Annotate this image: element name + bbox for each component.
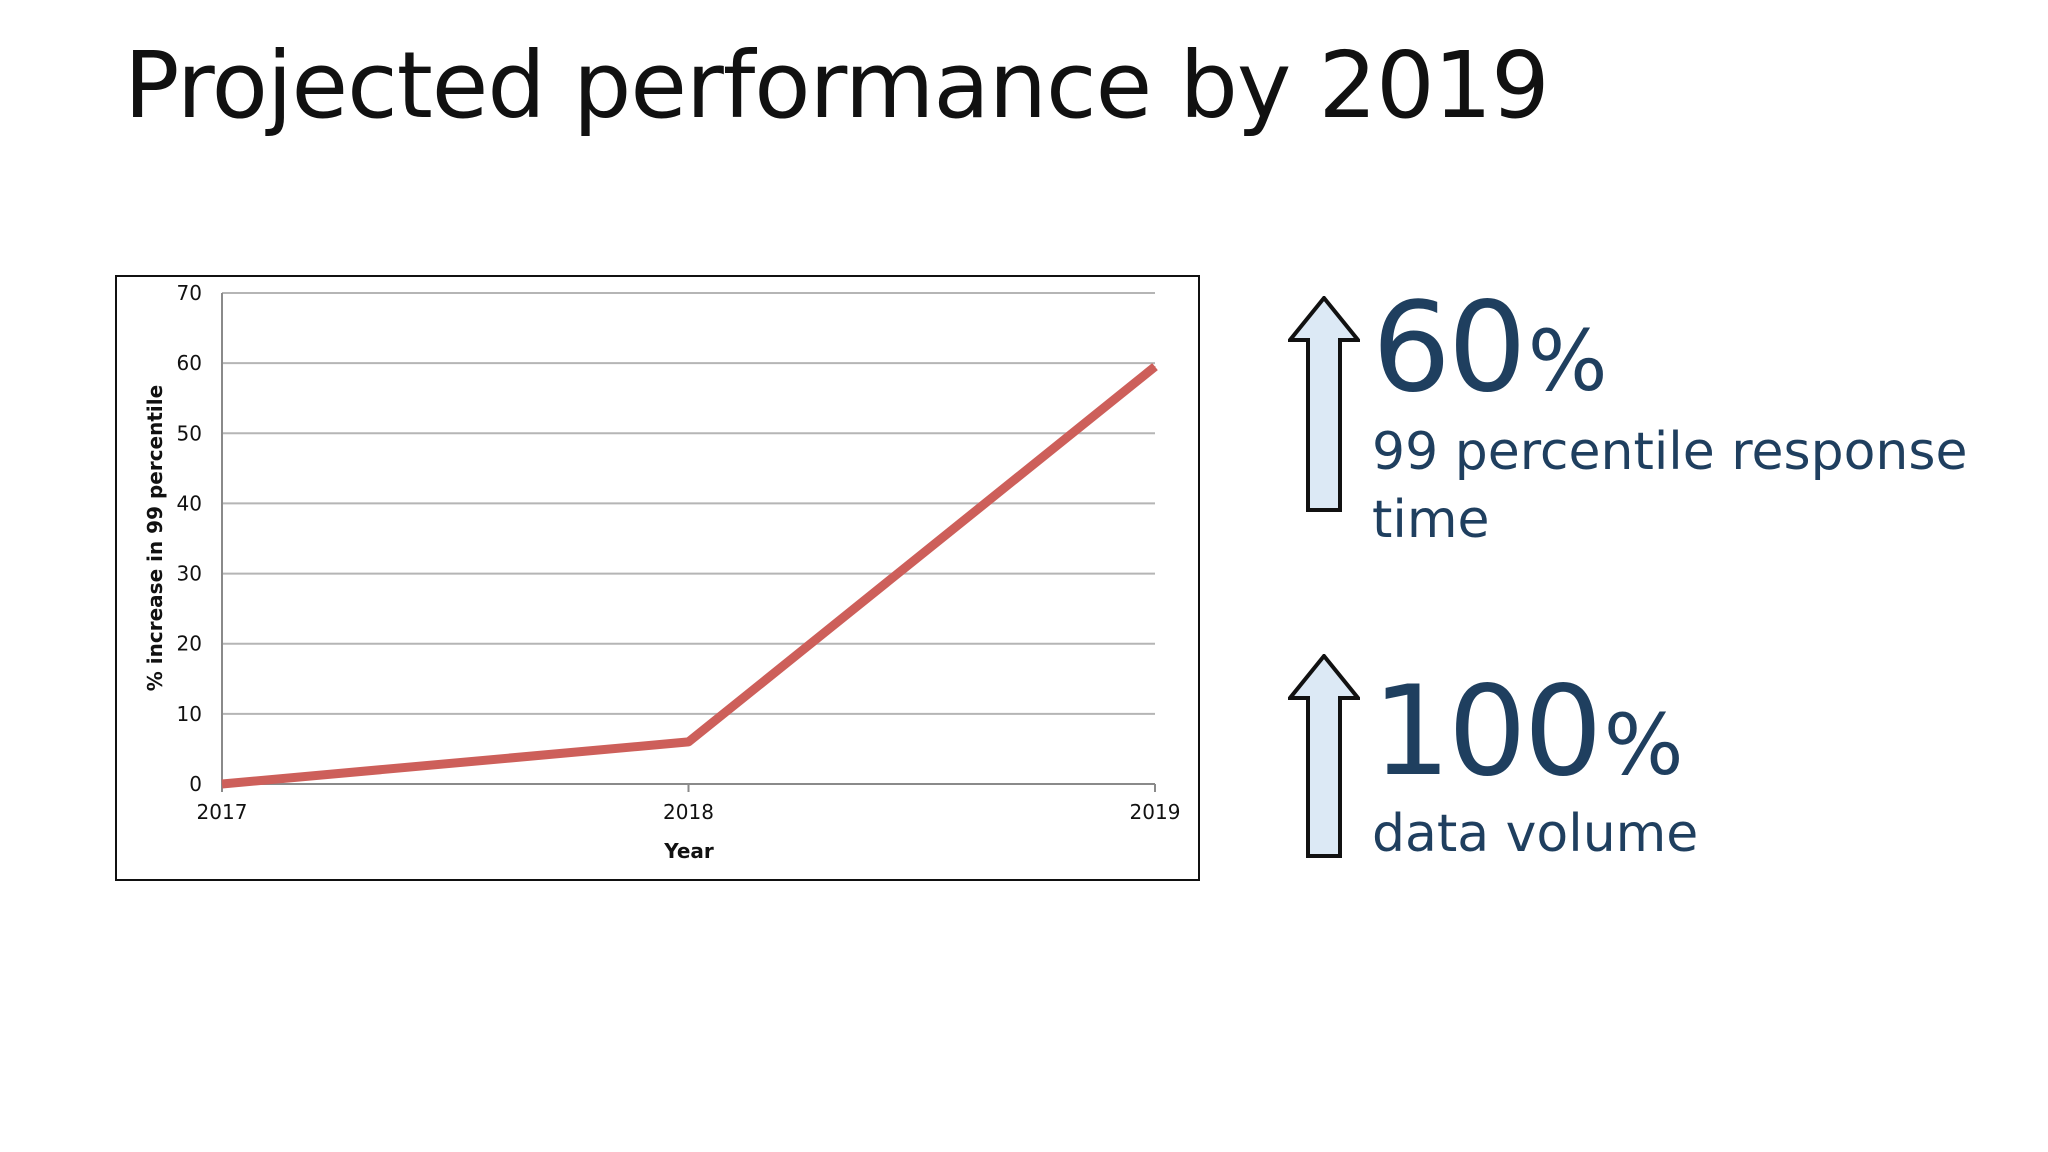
y-tick-label: 40	[177, 491, 202, 515]
stat-unit: %	[1603, 696, 1684, 794]
grid-lines	[222, 292, 1155, 715]
stat-number: 100	[1372, 660, 1603, 804]
y-tick-label: 0	[189, 772, 202, 796]
chart-frame	[115, 275, 1200, 881]
x-tick-label: 2019	[1130, 800, 1181, 824]
up-arrow-icon	[1288, 296, 1360, 512]
axes	[221, 293, 1156, 792]
stat-data-volume: 100% data volume	[1372, 670, 1698, 868]
y-tick-label: 50	[177, 421, 202, 445]
data-point	[688, 741, 689, 743]
stat-label-line1: data volume	[1372, 804, 1699, 864]
stat-response-time: 60% 99 percentile response time	[1372, 286, 1967, 554]
stat-number: 60	[1372, 276, 1527, 420]
y-axis-title: % increase in 99 percentile	[143, 385, 167, 691]
x-axis-title: Year	[663, 839, 714, 863]
up-arrow-icon	[1288, 654, 1360, 858]
data-point	[221, 783, 223, 785]
x-tick-label: 2018	[663, 800, 714, 824]
series-layer	[221, 363, 1158, 789]
y-tick-label: 20	[177, 632, 202, 656]
y-tick-label: 10	[177, 702, 202, 726]
stat-label-line2: time	[1372, 490, 1490, 550]
stat-value: 60%	[1372, 286, 1967, 410]
y-tick-label: 30	[177, 562, 202, 586]
tick-labels: 0 10 20 30 40 50 60 70 2017 2018 2019	[177, 281, 1181, 824]
x-tick-label: 2017	[197, 800, 248, 824]
data-point	[1154, 366, 1156, 368]
y-tick-label: 60	[177, 351, 202, 375]
stat-label-line1: 99 percentile response	[1372, 422, 1968, 482]
stat-unit: %	[1527, 312, 1608, 410]
stat-value: 100%	[1372, 670, 1698, 794]
y-tick-label: 70	[177, 281, 202, 305]
slide-title: Projected performance by 2019	[124, 32, 1550, 139]
